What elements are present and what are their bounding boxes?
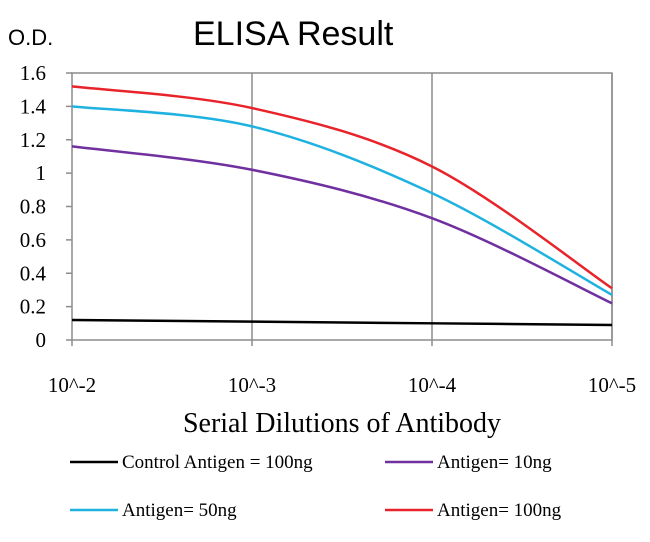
series-line-3 — [71, 85, 613, 290]
y-tick-label: 0.6 — [20, 228, 46, 252]
y-tick-label: 0.4 — [20, 261, 47, 285]
y-tick-label: 1.4 — [20, 94, 47, 118]
y-tick-label: 1 — [36, 161, 47, 185]
legend-label-3: Antigen= 100ng — [437, 500, 562, 521]
series-line-1 — [71, 145, 613, 305]
y-axis-label: O.D. — [8, 25, 53, 50]
y-tick-label: 0 — [36, 328, 47, 352]
chart-title: ELISA Result — [193, 15, 394, 53]
x-tick-label: 10^-3 — [228, 373, 276, 397]
legend-label-2: Antigen= 50ng — [122, 500, 237, 521]
x-axis-label: Serial Dilutions of Antibody — [183, 408, 501, 439]
x-tick-label: 10^-2 — [48, 373, 96, 397]
series-line-0 — [71, 318, 613, 327]
legend-label-1: Antigen= 10ng — [437, 452, 552, 473]
y-tick-label: 1.6 — [20, 61, 46, 85]
y-tick-label: 1.2 — [20, 128, 46, 152]
y-tick-label: 0.8 — [20, 195, 46, 219]
series-line-2 — [71, 105, 613, 297]
x-tick-label: 10^-4 — [408, 373, 457, 397]
plot-area: 0 0.2 0.4 0.6 0.8 1 1.2 1.4 1.6 10^-2 10^-3 10^-4 10… — [20, 61, 636, 397]
legend: Control Antigen = 100ng Antigen= 10ng Anti… — [70, 452, 562, 521]
x-tick-label: 10^-5 — [588, 373, 636, 397]
y-tick-label: 0.2 — [20, 295, 46, 319]
legend-label-0: Control Antigen = 100ng — [122, 452, 313, 473]
